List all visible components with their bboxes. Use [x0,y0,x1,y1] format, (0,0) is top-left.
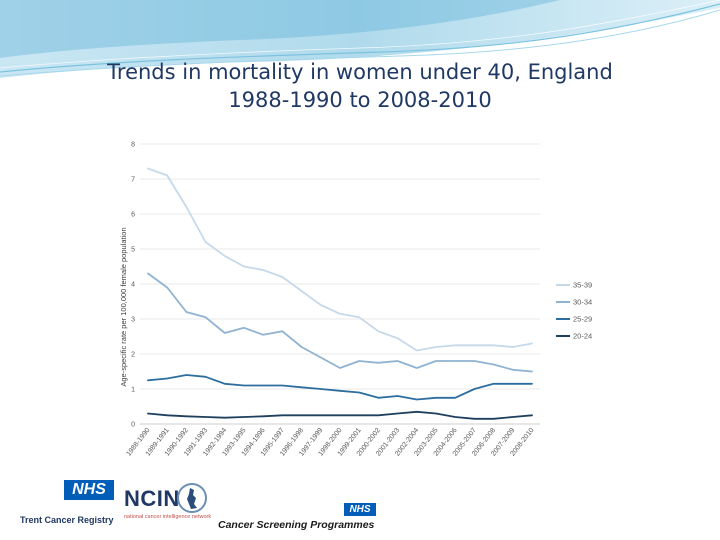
slide-title-line-1: Trends in mortality in women under 40, E… [107,60,613,84]
chart-legend: 35-39 30-34 25-29 20-24 [556,281,592,341]
series-lines [147,167,533,420]
y-tick-label-8: 8 [131,142,135,149]
y-tick-label-6: 6 [131,212,135,219]
y-axis-title: Age-specific rate per 100,000 female pop… [119,227,128,386]
y-axis-ticks: 0 1 2 3 4 5 6 7 8 [131,142,135,429]
footer-logos: NHS Trent Cancer Registry NCIN national … [0,470,720,540]
slide-title: Trends in mortality in women under 40, E… [40,58,680,114]
y-tick-label-1: 1 [131,387,135,394]
nhs-logo-screening: NHS [344,503,376,516]
series-line-30-34 [147,272,533,373]
legend-label-35-39: 35-39 [573,281,592,290]
series-line-35-39 [147,167,533,352]
chart-gridlines [140,143,540,425]
decorative-banner [0,0,720,78]
y-tick-label-3: 3 [131,317,135,324]
slide-title-line-2: 1988-1990 to 2008-2010 [228,88,492,112]
cancer-screening-caption: Cancer Screening Programmes [218,519,375,531]
ncin-map-icon [177,483,207,513]
ncin-subtitle: national cancer intelligence network [124,514,212,520]
nhs-logo-trent: NHS [64,480,114,500]
series-line-25-29 [147,374,533,401]
y-tick-label-4: 4 [131,282,135,289]
ncin-logo: NCIN national cancer intelligence networ… [124,480,214,528]
y-tick-label-5: 5 [131,247,135,254]
y-tick-label-7: 7 [131,177,135,184]
trent-cancer-registry-caption: Trent Cancer Registry [20,515,114,525]
legend-label-25-29: 25-29 [573,315,592,324]
y-tick-label-2: 2 [131,352,135,359]
series-line-20-24 [147,410,533,420]
ncin-wordmark: NCIN [124,486,180,511]
y-tick-label-0: 0 [131,422,135,429]
legend-label-30-34: 30-34 [573,298,592,307]
legend-label-20-24: 20-24 [573,332,592,341]
